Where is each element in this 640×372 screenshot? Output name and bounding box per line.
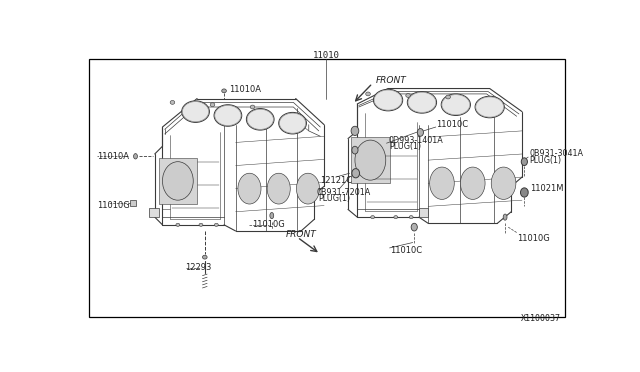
Text: 11010A: 11010A xyxy=(97,152,129,161)
Ellipse shape xyxy=(394,216,397,219)
Ellipse shape xyxy=(503,214,507,220)
Polygon shape xyxy=(149,208,159,217)
Ellipse shape xyxy=(221,89,227,93)
Ellipse shape xyxy=(214,223,218,226)
Ellipse shape xyxy=(411,223,417,231)
Text: 11010G: 11010G xyxy=(516,234,549,243)
Ellipse shape xyxy=(250,105,255,109)
Text: 11010: 11010 xyxy=(313,51,340,60)
Polygon shape xyxy=(351,137,390,183)
Polygon shape xyxy=(130,200,136,206)
Text: 11010A: 11010A xyxy=(230,85,262,94)
Ellipse shape xyxy=(352,146,358,154)
Ellipse shape xyxy=(429,167,454,199)
Ellipse shape xyxy=(441,94,470,115)
Ellipse shape xyxy=(371,216,374,219)
Ellipse shape xyxy=(355,140,386,180)
Text: 12121C: 12121C xyxy=(320,176,353,185)
Ellipse shape xyxy=(210,103,215,107)
Ellipse shape xyxy=(351,126,359,135)
Ellipse shape xyxy=(521,158,527,166)
Ellipse shape xyxy=(279,112,307,134)
Ellipse shape xyxy=(407,92,436,113)
Ellipse shape xyxy=(446,95,451,99)
Ellipse shape xyxy=(267,173,291,204)
Ellipse shape xyxy=(296,173,319,204)
Text: 11010G: 11010G xyxy=(253,220,285,229)
Text: PLUG(1): PLUG(1) xyxy=(390,142,422,151)
Ellipse shape xyxy=(475,96,504,118)
Ellipse shape xyxy=(176,223,180,226)
Text: 0D993-1401A: 0D993-1401A xyxy=(388,136,443,145)
Ellipse shape xyxy=(365,92,371,96)
Ellipse shape xyxy=(202,255,207,259)
Ellipse shape xyxy=(417,129,424,136)
Text: FRONT: FRONT xyxy=(285,230,316,238)
Text: PLUG(1): PLUG(1) xyxy=(530,155,562,165)
Ellipse shape xyxy=(246,109,274,130)
Ellipse shape xyxy=(199,223,203,226)
Ellipse shape xyxy=(182,101,209,122)
Ellipse shape xyxy=(163,162,193,200)
Polygon shape xyxy=(419,208,428,217)
Text: 0B931-3041A: 0B931-3041A xyxy=(530,150,584,158)
Ellipse shape xyxy=(460,167,485,199)
Text: 11010C: 11010C xyxy=(390,246,422,255)
Polygon shape xyxy=(159,158,197,204)
Text: 11010G: 11010G xyxy=(97,201,130,210)
Ellipse shape xyxy=(406,93,410,97)
Text: PLUG(1): PLUG(1) xyxy=(318,194,350,203)
Ellipse shape xyxy=(134,154,138,159)
Text: FRONT: FRONT xyxy=(376,76,406,85)
Text: 11010C: 11010C xyxy=(436,120,468,129)
Text: 0B931-7201A: 0B931-7201A xyxy=(316,188,371,197)
Text: X1100037: X1100037 xyxy=(520,314,561,323)
Ellipse shape xyxy=(270,212,274,219)
Ellipse shape xyxy=(352,169,360,178)
Ellipse shape xyxy=(238,173,261,204)
Ellipse shape xyxy=(409,216,413,219)
Ellipse shape xyxy=(520,188,528,197)
Ellipse shape xyxy=(170,100,175,104)
Text: 11021M: 11021M xyxy=(530,184,563,193)
Text: 12293: 12293 xyxy=(186,263,212,272)
Ellipse shape xyxy=(214,105,242,126)
Ellipse shape xyxy=(492,167,516,199)
Ellipse shape xyxy=(373,89,403,111)
